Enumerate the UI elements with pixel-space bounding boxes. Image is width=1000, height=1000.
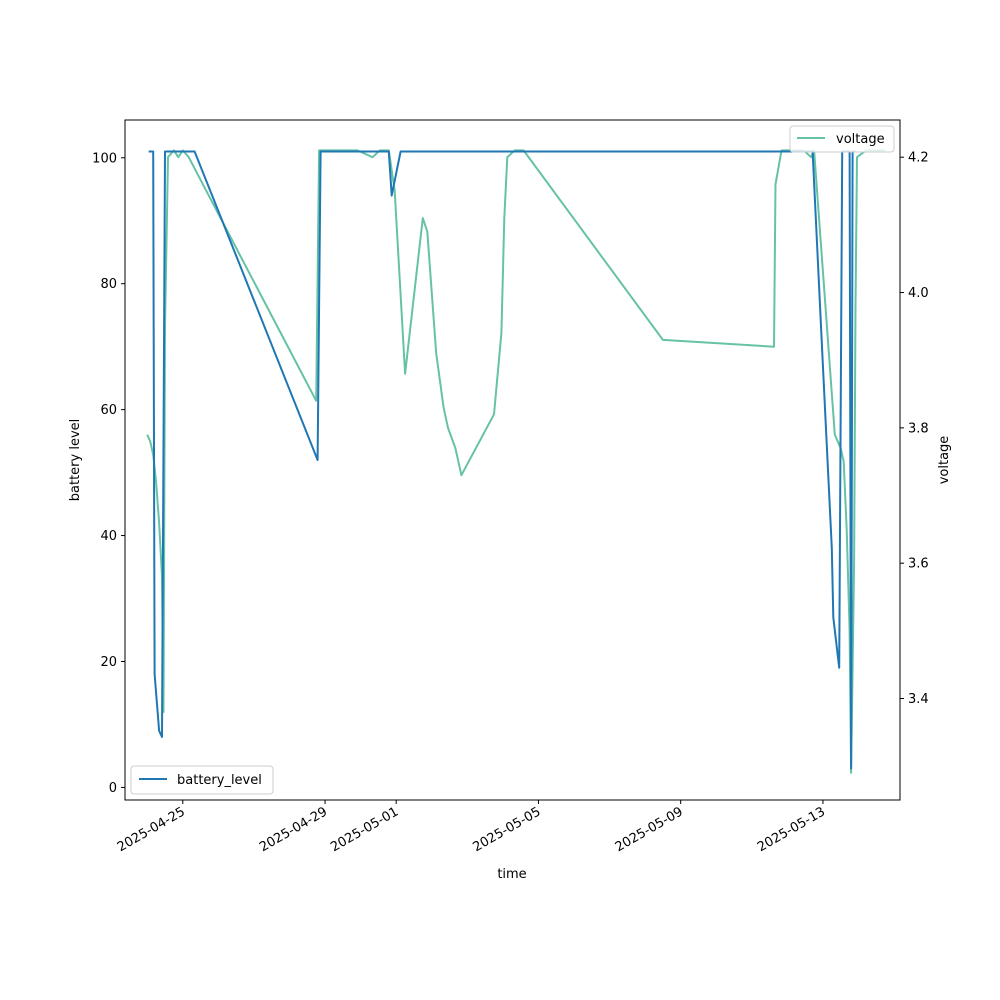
x-tick-label: 2025-05-13 <box>755 804 828 855</box>
left-y-tick-label: 60 <box>100 403 117 418</box>
series-line-voltage <box>146 149 886 774</box>
legend-voltage: voltage <box>789 125 895 153</box>
left-y-tick-label: 80 <box>100 277 117 292</box>
legend-battery-level: battery_level <box>130 765 274 795</box>
legend-voltage-box <box>789 125 895 153</box>
left-y-tick-label: 40 <box>100 529 117 544</box>
right-y-axis-ticks: 3.4 3.6 3.8 4.0 4.2 <box>900 151 929 707</box>
legend-voltage-label: voltage <box>836 132 885 147</box>
right-y-tick-label: 3.8 <box>908 421 929 436</box>
x-tick-label: 2025-04-25 <box>115 804 188 855</box>
left-y-tick-label: 100 <box>92 151 117 166</box>
left-y-tick-label: 20 <box>100 655 117 670</box>
right-y-tick-label: 4.0 <box>908 286 929 301</box>
legend-battery-level-box <box>130 765 274 795</box>
right-y-tick-label: 3.6 <box>908 557 929 572</box>
plot-frame <box>124 119 901 801</box>
right-y-axis-label: voltage <box>937 436 952 485</box>
left-y-tick-label: 0 <box>109 781 117 796</box>
x-tick-label: 2025-05-01 <box>328 804 401 855</box>
x-axis-label: time <box>497 867 526 882</box>
legend-battery-level-label: battery_level <box>177 773 262 788</box>
right-y-tick-label: 3.4 <box>908 692 929 707</box>
plot-area <box>125 120 900 800</box>
left-y-axis-label: battery level <box>68 419 83 502</box>
x-tick-label: 2025-05-09 <box>613 804 686 855</box>
axes-layer <box>124 119 901 801</box>
x-tick-label: 2025-05-05 <box>470 804 543 855</box>
x-tick-label: 2025-04-29 <box>257 804 330 855</box>
right-y-tick-label: 4.2 <box>908 151 929 166</box>
left-y-axis-ticks: 0 20 40 60 80 100 <box>92 151 125 796</box>
